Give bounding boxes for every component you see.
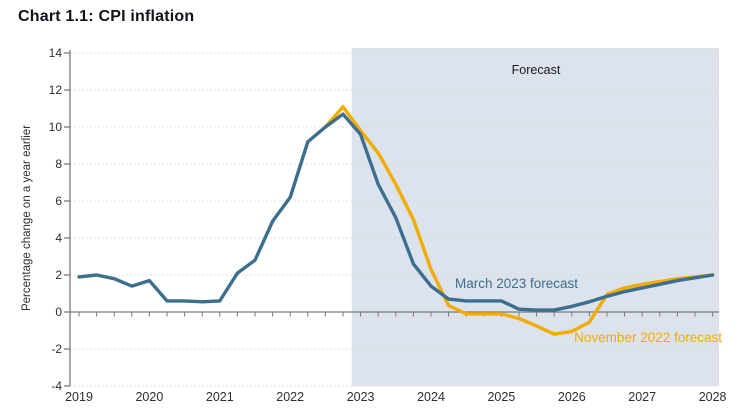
november-2022-forecast-line [323, 104, 715, 336]
march-2023-forecast-label: March 2023 forecast [455, 276, 578, 291]
y-tick-label: 10 [49, 120, 63, 134]
y-tick-label: 6 [55, 194, 62, 208]
x-tick-label: 2023 [347, 390, 375, 404]
x-tick-label: 2024 [417, 390, 445, 404]
x-tick-label: 2022 [276, 390, 304, 404]
x-tick-label: 2027 [628, 390, 656, 404]
x-tick-label: 2019 [65, 390, 93, 404]
y-tick-label: 12 [49, 83, 63, 97]
x-tick-label: 2020 [135, 390, 163, 404]
y-tick-label: 2 [55, 268, 62, 282]
y-tick-label: 4 [55, 231, 62, 245]
y-tick-label: -4 [51, 379, 62, 393]
x-tick-label: 2028 [699, 390, 727, 404]
page-title: Chart 1.1: CPI inflation [18, 8, 195, 25]
y-tick-label: 0 [55, 305, 62, 319]
forecast-label: Forecast [512, 63, 561, 77]
march-2023-forecast-line [77, 112, 715, 312]
x-tick-label: 2021 [206, 390, 234, 404]
y-tick-label: 8 [55, 157, 62, 171]
y-tick-label: -2 [51, 342, 62, 356]
y-tick-label: 14 [49, 46, 63, 60]
x-tick-label: 2026 [558, 390, 586, 404]
y-axis-title: Percentage change on a year earlier [21, 125, 33, 311]
x-tick-label: 2025 [487, 390, 515, 404]
november-2022-forecast-label: November 2022 forecast [574, 330, 722, 345]
